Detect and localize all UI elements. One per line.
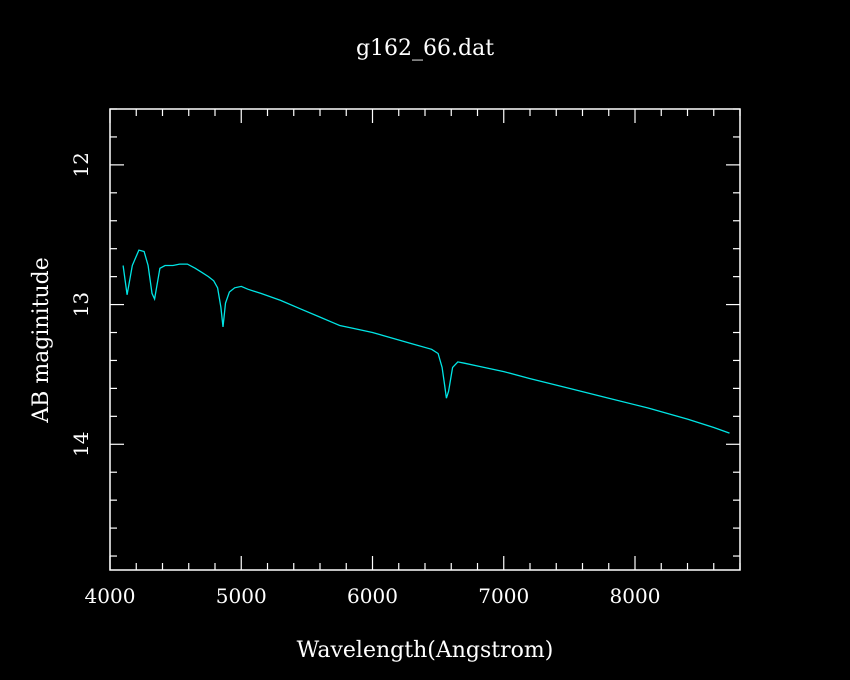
x-tick-label: 5000: [216, 584, 267, 608]
x-tick-label: 7000: [478, 584, 529, 608]
y-tick-label: 14: [69, 432, 93, 457]
axis-tick-labels: 4000 5000 6000 7000 8000 12 13 14: [69, 152, 660, 608]
plot-frame: [109, 108, 741, 571]
x-tick-label: 6000: [347, 584, 398, 608]
x-tick-label: 4000: [85, 584, 136, 608]
y-axis-label: AB maginitude: [29, 257, 54, 423]
chart-title: g162_66.dat: [356, 36, 494, 61]
axis-ticks: [109, 108, 741, 570]
y-tick-label: 12: [69, 152, 93, 177]
y-tick-label: 13: [69, 292, 93, 317]
spectrum-series-line: [122, 249, 730, 434]
x-tick-label: 8000: [610, 584, 661, 608]
x-axis-label: Wavelength(Angstrom): [297, 638, 554, 663]
